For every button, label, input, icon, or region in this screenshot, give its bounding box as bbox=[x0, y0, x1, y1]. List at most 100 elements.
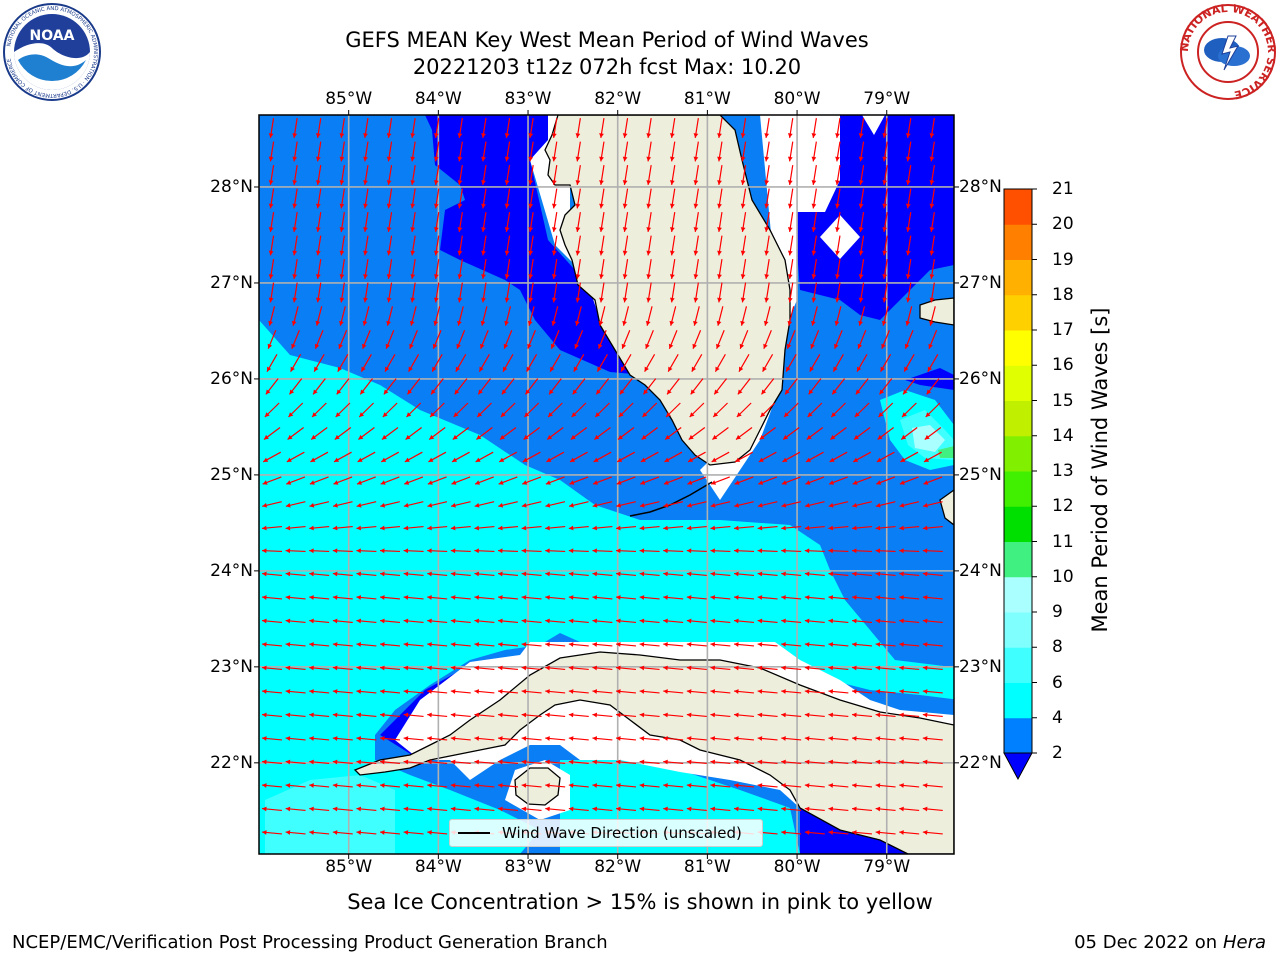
arrow-head bbox=[899, 502, 905, 508]
wave-direction-arrow bbox=[851, 548, 873, 554]
arrow-head bbox=[309, 759, 314, 765]
arrow-head bbox=[309, 642, 314, 647]
wave-direction-arrow bbox=[686, 548, 707, 554]
arrow-head bbox=[551, 156, 557, 162]
arrow-head bbox=[669, 180, 675, 185]
wave-direction-arrow bbox=[386, 141, 393, 162]
arrow-head bbox=[757, 759, 763, 765]
arrow-head bbox=[292, 203, 298, 209]
arrow-head bbox=[805, 480, 811, 485]
wave-direction-arrow bbox=[450, 618, 471, 624]
arrow-head bbox=[380, 689, 385, 694]
wave-direction-arrow bbox=[599, 235, 605, 256]
wave-direction-arrow bbox=[429, 402, 445, 418]
arrow-head bbox=[285, 689, 291, 694]
arrow-head bbox=[924, 457, 930, 462]
wave-direction-arrow bbox=[686, 712, 707, 718]
wave-direction-arrow bbox=[339, 165, 345, 185]
wave-direction-arrow bbox=[693, 306, 700, 326]
arrow-head bbox=[575, 156, 581, 162]
wave-direction-arrow bbox=[733, 595, 755, 600]
wave-direction-arrow bbox=[451, 451, 470, 463]
wave-direction-arrow bbox=[379, 736, 401, 741]
wave-direction-arrow bbox=[522, 451, 541, 463]
arrow-head bbox=[333, 502, 338, 508]
wave-direction-arrow bbox=[332, 595, 353, 600]
wave-direction-arrow bbox=[640, 476, 660, 485]
wave-direction-arrow bbox=[427, 759, 448, 765]
wave-direction-arrow bbox=[757, 571, 778, 577]
arrow-head bbox=[332, 571, 338, 577]
lon-label-top: 84°W bbox=[414, 89, 462, 109]
arrow-head bbox=[478, 389, 483, 395]
arrow-head bbox=[498, 595, 503, 600]
wave-direction-arrow bbox=[568, 736, 589, 741]
arrow-head bbox=[757, 665, 763, 671]
arrow-head bbox=[332, 642, 338, 647]
arrow-head bbox=[568, 759, 574, 765]
wave-direction-arrow bbox=[734, 501, 754, 508]
arrow-head bbox=[735, 434, 741, 440]
wave-direction-arrow bbox=[834, 330, 843, 349]
wave-direction-arrow bbox=[338, 330, 348, 349]
arrow-head bbox=[356, 548, 361, 554]
wave-direction-arrow bbox=[905, 235, 912, 256]
arrow-head bbox=[501, 389, 507, 395]
wave-direction-arrow bbox=[806, 427, 824, 440]
wave-direction-arrow bbox=[905, 118, 912, 138]
arrow-head bbox=[528, 156, 534, 162]
wave-direction-arrow bbox=[686, 501, 707, 508]
arrow-head bbox=[904, 366, 909, 372]
arrow-head bbox=[457, 180, 463, 185]
wave-direction-arrow bbox=[646, 188, 652, 209]
arrow-head bbox=[474, 806, 480, 812]
arrow-head bbox=[852, 525, 857, 531]
arrow-head bbox=[622, 274, 628, 279]
wave-direction-arrow bbox=[356, 548, 377, 554]
arrow-head bbox=[285, 642, 291, 647]
arrow-head bbox=[575, 274, 581, 279]
arrow-head bbox=[550, 343, 556, 349]
wave-direction-arrow bbox=[686, 595, 707, 600]
arrow-head bbox=[690, 389, 696, 395]
arrow-head bbox=[646, 133, 652, 138]
wave-direction-arrow bbox=[261, 736, 283, 741]
arrow-head bbox=[835, 250, 840, 256]
wave-direction-arrow bbox=[785, 354, 797, 372]
lat-label-right: 22°N bbox=[959, 752, 1002, 773]
wind-wave-arrows bbox=[261, 118, 943, 835]
arrow-head bbox=[715, 366, 720, 372]
arrow-head bbox=[875, 502, 881, 508]
wave-direction-arrow bbox=[804, 571, 825, 577]
wave-direction-arrow bbox=[386, 118, 393, 138]
wave-direction-arrow bbox=[828, 642, 849, 647]
wave-direction-arrow bbox=[784, 378, 798, 395]
arrow-head bbox=[432, 343, 438, 349]
wave-direction-arrow bbox=[337, 354, 349, 372]
wave-direction-arrow bbox=[882, 235, 888, 256]
arrow-head bbox=[734, 783, 739, 788]
arrow-head bbox=[639, 689, 645, 694]
arrow-head bbox=[336, 389, 342, 395]
wave-direction-arrow bbox=[379, 548, 401, 554]
wave-direction-arrow bbox=[315, 165, 322, 185]
wave-direction-arrow bbox=[858, 282, 865, 303]
wave-direction-arrow bbox=[379, 759, 401, 765]
arrow-head bbox=[545, 618, 550, 624]
wave-direction-arrow bbox=[787, 282, 794, 303]
wave-direction-arrow bbox=[592, 501, 613, 508]
wave-direction-arrow bbox=[717, 141, 723, 162]
arrow-head bbox=[404, 480, 410, 485]
wave-direction-arrow bbox=[379, 571, 401, 577]
arrow-head bbox=[309, 806, 314, 812]
wave-direction-arrow bbox=[261, 571, 283, 577]
arrow-head bbox=[716, 320, 722, 326]
wave-direction-arrow bbox=[356, 618, 377, 624]
arrow-head bbox=[858, 203, 864, 209]
wave-direction-arrow bbox=[734, 451, 754, 463]
arrow-head bbox=[711, 480, 717, 485]
wave-direction-arrow bbox=[615, 689, 637, 694]
lat-label-left: 26°N bbox=[210, 368, 253, 389]
wave-direction-arrow bbox=[928, 330, 938, 349]
arrow-head bbox=[811, 180, 817, 185]
